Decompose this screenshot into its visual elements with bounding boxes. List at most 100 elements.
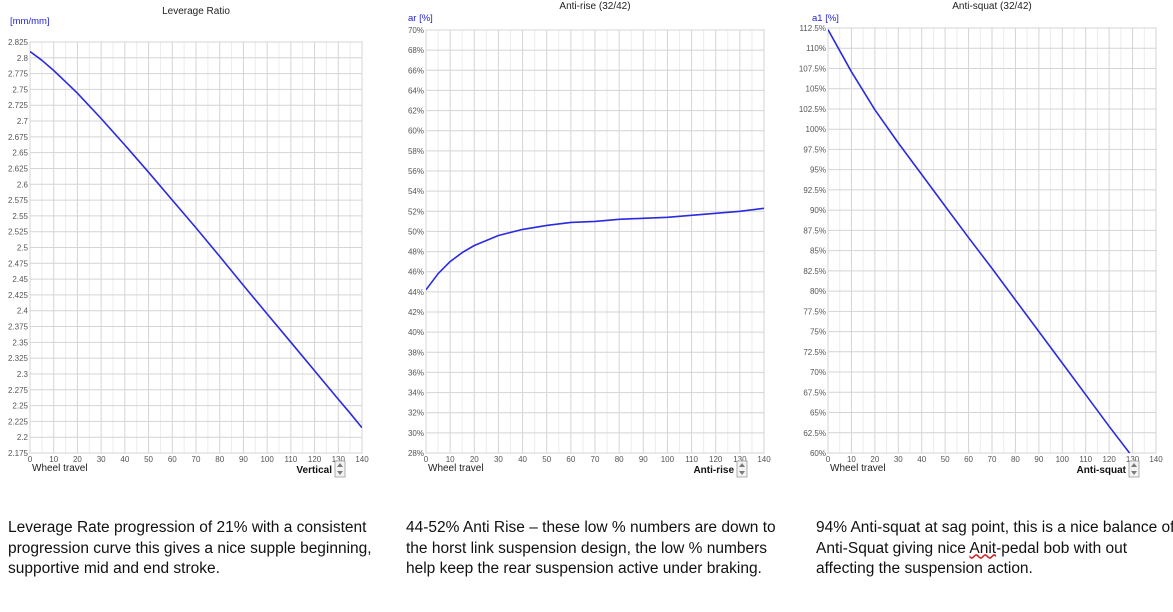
anti-squat-y-tick-label: 87.5%	[803, 226, 826, 235]
anti-rise-y-tick-label: 38%	[408, 348, 424, 357]
leverage-ratio-y-tick-label: 2.725	[8, 101, 29, 110]
anti-squat-y-axis-label: a1 [%]	[812, 13, 839, 24]
anti-squat-data-line	[828, 29, 1131, 453]
leverage-ratio-y-tick-label: 2.525	[8, 228, 29, 237]
leverage-ratio-data-line	[30, 50, 362, 429]
leverage-ratio-y-tick-label: 2.5	[17, 244, 29, 253]
leverage-ratio-x-axis-label: Wheel travel	[32, 463, 88, 474]
anti-squat-x-tick-label: 50	[941, 455, 950, 464]
leverage-ratio-x-tick-label: 110	[284, 455, 297, 464]
anti-squat-y-tick-label: 80%	[810, 287, 826, 296]
leverage-ratio-caption: Leverage Rate progression of 21% with a …	[8, 519, 372, 577]
leverage-ratio-x-tick-label: 90	[239, 455, 248, 464]
anti-rise-x-tick-label: 30	[494, 455, 503, 464]
anti-rise-x-tick-label: 100	[661, 455, 675, 464]
anti-squat-x-tick-label: 90	[1034, 455, 1043, 464]
chevron-up-icon	[1131, 463, 1137, 467]
anti-rise-chart-title: Anti-rise (32/42)	[559, 1, 630, 12]
chevron-up-icon	[739, 463, 745, 467]
anti-rise-y-tick-label: 56%	[408, 167, 424, 176]
anti-rise-y-tick-label: 64%	[408, 86, 424, 95]
anti-rise-x-tick-label: 50	[542, 455, 551, 464]
leverage-ratio-y-tick-label: 2.825	[8, 38, 29, 47]
anti-rise-selector-spinner[interactable]	[736, 460, 748, 478]
anti-squat-caption-part-2: -pedal bob with out affecting the suspen…	[816, 539, 1128, 578]
leverage-ratio-y-tick-label: 2.25	[12, 402, 28, 411]
leverage-ratio-y-tick-label: 2.4	[17, 307, 29, 316]
leverage-ratio-x-tick-label: 120	[308, 455, 322, 464]
leverage-ratio-y-tick-label: 2.6	[17, 180, 29, 189]
anti-rise-selector-label: Anti-rise	[693, 465, 734, 476]
anti-squat-x-tick-label: 100	[1056, 455, 1070, 464]
anti-squat-y-tick-label: 75%	[810, 328, 826, 337]
anti-squat-y-tick-label: 112.5%	[799, 24, 826, 33]
anti-squat-y-tick-label: 110%	[806, 44, 826, 53]
anti-rise-y-tick-label: 28%	[408, 449, 424, 458]
anti-rise-x-tick-label: 80	[615, 455, 624, 464]
anti-rise-spinner-box	[736, 460, 748, 478]
anti-squat-y-tick-label: 72.5%	[803, 348, 826, 357]
anti-squat-y-tick-label: 62.5%	[803, 429, 826, 438]
leverage-ratio-chart: 0 10 20 30 40 50 60 70 80 90 100 110 120 130 140 2.175 2…	[8, 6, 369, 478]
leverage-ratio-y-tick-label: 2.7	[17, 117, 29, 126]
anti-squat-y-tick-label: 85%	[810, 247, 826, 256]
anti-rise-x-axis-label: Wheel travel	[428, 463, 484, 474]
leverage-ratio-y-axis-label: [mm/mm]	[10, 16, 50, 27]
anti-squat-x-tick-label: 120	[1102, 455, 1116, 464]
anti-rise-x-tick-label: 60	[566, 455, 575, 464]
anti-squat-x-tick-label: 80	[1011, 455, 1020, 464]
leverage-ratio-y-tick-label: 2.55	[12, 212, 28, 221]
anti-squat-selector-label: Anti-squat	[1077, 465, 1127, 476]
leverage-ratio-y-tick-label: 2.3	[17, 370, 29, 379]
anti-squat-selector-spinner[interactable]	[1128, 460, 1140, 478]
anti-squat-chart-title: Anti-squat (32/42)	[952, 1, 1032, 12]
anti-rise-y-tick-label: 42%	[408, 308, 424, 317]
anti-squat-caption: 94% Anti-squat at sag point, this is a n…	[816, 518, 1173, 580]
anti-squat-y-tick-label: 90%	[810, 206, 826, 215]
leverage-ratio-y-tick-label: 2.475	[8, 259, 29, 268]
leverage-ratio-x-tick-label: 10	[49, 455, 58, 464]
anti-squat-y-tick-label: 95%	[810, 166, 826, 175]
leverage-ratio-x-tick-label: 30	[97, 455, 106, 464]
leverage-ratio-x-tick-label: 20	[73, 455, 82, 464]
leverage-ratio-x-tick-label: 140	[355, 455, 369, 464]
leverage-ratio-x-tick-label: 60	[168, 455, 177, 464]
anti-squat-caption-part-1: 94% Anti-squat at sag point, this is a n…	[816, 519, 1173, 557]
anti-rise-y-tick-label: 40%	[408, 328, 424, 337]
leverage-ratio-x-tick-label: 80	[215, 455, 224, 464]
anti-rise-y-tick-label: 70%	[408, 26, 424, 35]
anti-rise-panel: 0 10 20 30 40 50 60 70 80 90 100 110 120 130 140 28% 30%…	[398, 0, 788, 612]
leverage-ratio-x-tick-label: 50	[144, 455, 153, 464]
leverage-ratio-y-tick-label: 2.625	[8, 164, 29, 173]
chevron-down-icon	[739, 471, 745, 475]
anti-squat-caption-misspelling: Anit	[969, 539, 997, 557]
leverage-ratio-panel: 0 10 20 30 40 50 60 70 80 90 100 110 120 130 140 2.175 2…	[0, 0, 390, 612]
anti-squat-y-tick-label: 70%	[810, 368, 826, 377]
leverage-ratio-x-tick-label: 100	[260, 455, 274, 464]
anti-squat-x-tick-label: 60	[964, 455, 973, 464]
anti-rise-x-tick-label: 140	[757, 455, 771, 464]
leverage-ratio-y-tick-label: 2.35	[12, 338, 28, 347]
anti-rise-y-tick-label: 54%	[408, 187, 424, 196]
anti-squat-y-tick-label: 100%	[806, 125, 826, 134]
anti-rise-x-tick-label: 0	[424, 455, 429, 464]
anti-rise-x-tick-label: 10	[446, 455, 455, 464]
anti-rise-x-tick-label: 90	[639, 455, 648, 464]
anti-rise-y-tick-label: 52%	[408, 207, 424, 216]
anti-rise-y-tick-label: 48%	[408, 248, 424, 257]
anti-rise-x-tick-label: 20	[470, 455, 479, 464]
anti-rise-y-tick-label: 62%	[408, 107, 424, 116]
leverage-ratio-selector-label: Vertical	[296, 465, 332, 476]
leverage-ratio-selector-spinner[interactable]	[334, 460, 346, 478]
anti-rise-y-tick-label: 30%	[408, 429, 424, 438]
leverage-ratio-x-tick-label: 70	[192, 455, 201, 464]
leverage-ratio-y-tick-label: 2.65	[12, 149, 28, 158]
anti-rise-y-tick-label: 58%	[408, 147, 424, 156]
anti-rise-x-tick-label: 110	[685, 455, 698, 464]
leverage-ratio-x-tick-label: 0	[28, 455, 33, 464]
leverage-ratio-y-tick-label: 2.175	[8, 449, 29, 458]
leverage-ratio-y-tick-label: 2.425	[8, 291, 29, 300]
anti-rise-y-tick-label: 44%	[408, 288, 424, 297]
anti-squat-x-tick-label: 30	[894, 455, 903, 464]
anti-rise-caption: 44-52% Anti Rise – these low % numbers a…	[406, 519, 776, 577]
